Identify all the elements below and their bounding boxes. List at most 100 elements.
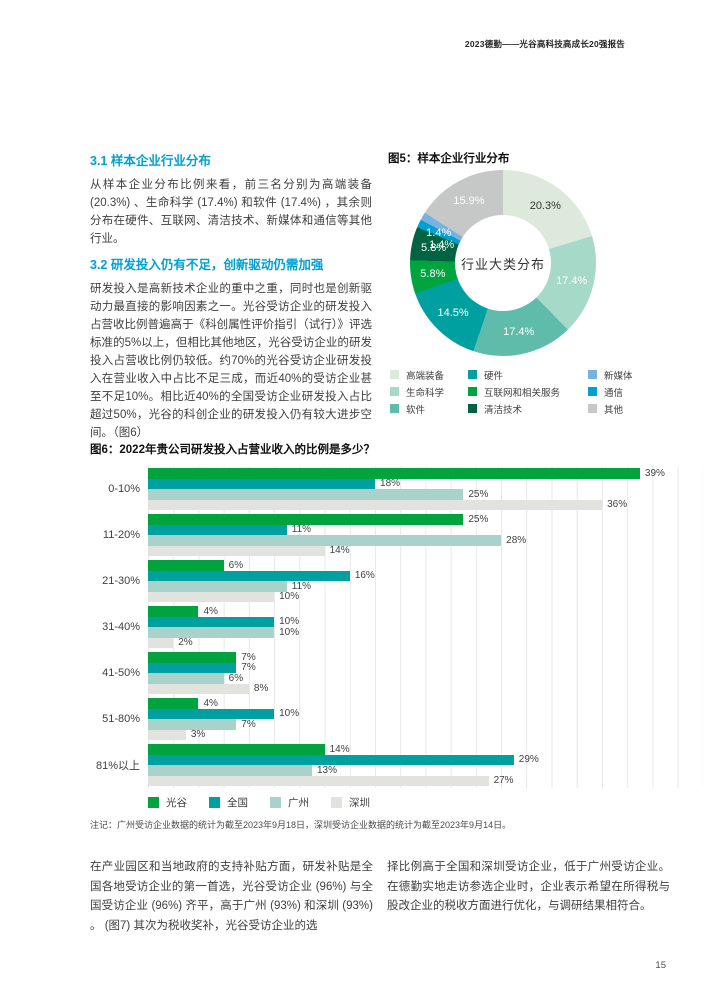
legend-label: 全国 [227,797,248,809]
bar-光谷 [148,514,464,525]
bar-value-label: 6% [228,559,244,571]
pie-label-互联网和相关服务: 5.8% [420,267,446,280]
bar-深圳 [148,591,275,602]
bar-光谷 [148,468,640,479]
bar-光谷 [148,698,199,709]
section-3-1-heading: 3.1 样本企业行业分布 [90,154,211,168]
bar-全国 [148,662,237,673]
bar-value-label: 4% [203,697,218,709]
legend-label: 深圳 [349,797,370,809]
legend-chip [468,404,477,413]
legend-label: 硬件 [484,370,504,382]
section-3-2: 3.2 研发投入仍有不足，创新驱动仍需加强 研发投入是高新技术企业的重中之重，同… [90,254,372,442]
bar-value-label: 7% [241,718,256,730]
bar-广州 [148,581,287,592]
legend-chip [270,797,281,808]
category-label: 31-40% [102,621,140,633]
bar-深圳 [148,683,249,694]
bar-value-label: 10% [279,616,300,628]
bar-全国 [148,570,350,581]
legend-label: 生命科学 [406,387,445,399]
bar-全国 [148,478,376,489]
legend-label: 新媒体 [604,370,633,382]
category-label: 21-30% [102,575,140,587]
bar-全国 [148,616,275,627]
bar-value-label: 6% [228,672,244,684]
bar-value-label: 28% [506,534,527,546]
bar-value-label: 7% [241,651,256,663]
bar-value-label: 10% [279,626,300,638]
pie-label-软件: 17.4% [503,326,535,339]
bar-value-label: 25% [468,513,489,525]
legend-label: 其他 [604,404,624,416]
legend-label: 通信 [604,387,624,399]
body-paragraph-right: 择比例高于全国和深圳受访企业，低于广州受访企业。在德勤实地走访参选企业时，企业表… [387,861,670,912]
section-3-1: 3.1 样本企业行业分布 从样本企业分布比例来看，前三名分别为高端装备 (20.… [90,150,372,248]
legend-chip [468,387,477,396]
industry-donut-chart: 行业大类分布 20.3% 17.4% 17.4% 14.5% 5.8% 5.8% 1.4% 1… [410,170,596,356]
bar-value-label: 14% [329,545,350,557]
legend-item-硬件: 硬件 [468,368,588,382]
legend-chip [390,404,399,413]
bar-row-21-30%: 21-30% 6% 16% 11% 10% [90,558,705,604]
bar-value-label: 11% [291,580,312,592]
legend-item-软件: 软件 [390,402,468,416]
bar-value-label: 11% [291,524,312,536]
figure6-legend: 光谷 全国 广州 深圳 [148,795,705,810]
bar-广州 [148,489,464,500]
bar-value-label: 10% [279,591,300,603]
legend-label: 互联网和相关服务 [484,387,561,399]
bar-广州 [148,765,312,776]
bar-value-label: 7% [241,662,256,674]
pie-label-新媒体: 1.4% [429,238,455,251]
pie-label-硬件: 14.5% [437,307,469,320]
body-paragraph-left: 在产业园区和当地政府的支持补贴方面，研发补贴是全国各地受访企业的第一首选，光谷受… [90,861,373,932]
bar-row-51-80%: 51-80% 4% 10% 7% 3% [90,696,705,742]
legend-chip [390,387,399,396]
donut-center-label: 行业大类分布 [460,256,545,272]
bar-光谷 [148,744,325,755]
footnote: 注记：广州受访企业数据的统计为截至2023年9月18日，深圳受访企业数据的统计为… [90,820,512,830]
bar-光谷 [148,606,199,617]
bar-cell: 4% 10% 10% 2% [148,604,703,650]
bar-广州 [148,535,502,546]
pie-label-其他: 15.9% [453,194,485,207]
bar-value-label: 39% [644,467,665,479]
bar-全国 [148,708,275,719]
bar-value-label: 16% [354,570,375,582]
figure5-legend: 高端装备 生命科学 软件 硬件 互联网和相关服务 清洁技术 新媒体 通信 其他 [390,366,633,417]
bar-value-label: 10% [279,708,300,720]
bar-value-label: 27% [493,775,514,787]
legend-chip [331,797,342,808]
bar-value-label: 3% [190,729,206,741]
bar-value-label: 25% [468,488,489,500]
legend-chip [390,370,399,379]
bar-row-41-50%: 41-50% 7% 7% 6% 8% [90,650,705,696]
page-header-title: 2023德勤——光谷高科技高成长20强报告 [464,39,625,49]
legend-label: 广州 [288,797,309,809]
bar-value-label: 29% [518,754,539,766]
bar-广州 [148,627,275,638]
legend-item-生命科学: 生命科学 [390,385,468,399]
legend-chip [209,797,220,808]
bar-cell: 25% 11% 28% 14% [148,512,703,558]
bar-value-label: 36% [607,499,628,511]
bar-value-label: 4% [203,605,218,617]
legend-item-通信: 通信 [588,385,633,399]
bar-cell: 39% 18% 25% 36% [148,466,703,512]
bar-value-label: 8% [253,683,269,695]
legend-chip [588,387,597,396]
bar-row-11-20%: 11-20% 25% 11% 28% 14% [90,512,705,558]
bar-chart-plot: 0-10% 39% 18% 25% 36% 11-20% 25% 11% 28% 14% 21-30… [90,466,705,788]
bar-row-0-10%: 0-10% 39% 18% 25% 36% [90,466,705,512]
bar-row-31-40%: 31-40% 4% 10% 10% 2% [90,604,705,650]
legend-chip [468,370,477,379]
bar-广州 [148,719,237,730]
category-label: 11-20% [102,529,140,541]
pie-label-高端装备: 20.3% [529,199,561,212]
bar-cell: 7% 7% 6% 8% [148,650,703,696]
category-label: 41-50% [102,667,140,679]
bar-cell: 14% 29% 13% 27% [148,742,703,788]
rd-investment-bar-chart: 0-10% 39% 18% 25% 36% 11-20% 25% 11% 28% 14% 21-30… [90,466,705,810]
